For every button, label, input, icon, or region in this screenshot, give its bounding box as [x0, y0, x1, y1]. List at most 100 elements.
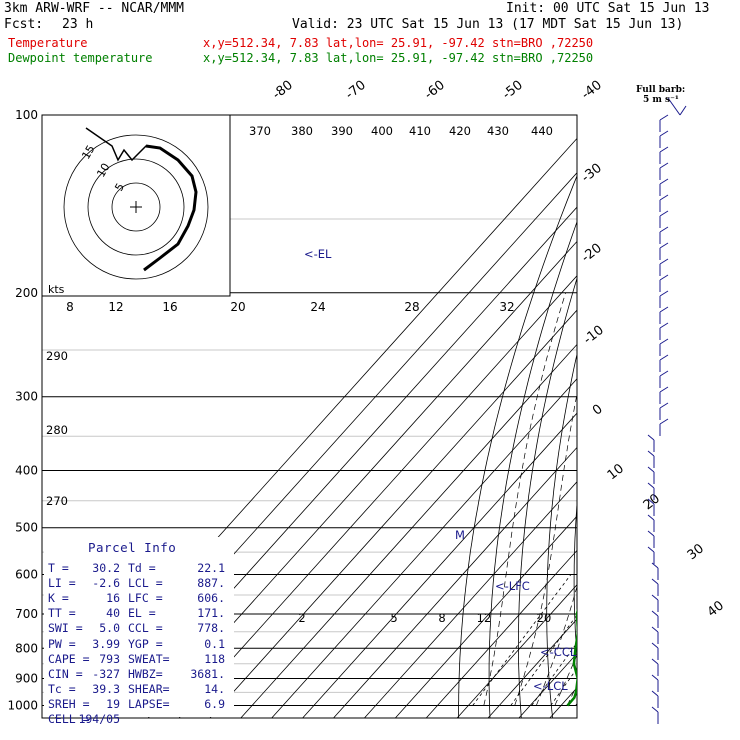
mixing-ratio-label: 12 — [477, 611, 492, 625]
moist-adiabat — [535, 585, 577, 706]
forecast-hour: 23 h — [62, 17, 94, 32]
barb-legend-staff — [667, 97, 681, 116]
parcel-info-cell: 39.3 — [92, 681, 120, 696]
isotherm-label: -60 — [422, 78, 448, 103]
barb-legend-title: Full barb: — [636, 85, 686, 95]
parcel-info-cell: CELL = — [48, 712, 90, 726]
mixing-ratio-line — [575, 702, 577, 706]
wind-barb-feather — [659, 322, 669, 329]
dry-adiabat — [458, 174, 577, 718]
parcel-info-cell: 793 — [99, 651, 120, 666]
pressure-tick-label: 1000 — [7, 698, 38, 712]
isotherm-label: -30 — [579, 161, 605, 186]
parcel-info-cell: 118 — [204, 651, 225, 666]
dewpoint-legend: Dewpoint temperature — [8, 51, 153, 65]
parcel-info-cell: 887. — [197, 576, 225, 591]
isotherm-line — [612, 115, 740, 718]
valid-time: Valid: 23 UTC Sat 15 Jun 13 (17 MDT Sat … — [292, 17, 684, 32]
moist-adiabat — [483, 292, 566, 706]
isotherm-line — [333, 446, 577, 718]
theta-label: 440 — [531, 124, 553, 138]
mixing-ratio-label: 20 — [537, 611, 552, 625]
level-marker-label: M — [455, 528, 465, 542]
isotherm-line — [425, 549, 577, 718]
parcel-info-cell: SWEAT= — [128, 651, 170, 666]
parcel-info-cell: 16 — [106, 591, 120, 606]
isotherm-line — [240, 343, 577, 718]
pressure-tick-label: 600 — [15, 567, 38, 581]
isotherm-line — [456, 584, 577, 718]
wind-barb-feather — [659, 114, 669, 121]
wind-barb-feather — [651, 578, 659, 585]
parcel-info-cell: -327 — [92, 666, 120, 681]
isotherm-label: -20 — [579, 241, 605, 266]
wind-barb-feather — [659, 210, 669, 217]
wind-barb-feather — [659, 130, 669, 137]
theta-label: 290 — [46, 349, 68, 363]
hodograph-speed-label: 28 — [404, 300, 419, 314]
wind-barb-feather — [647, 450, 655, 457]
parcel-info-cell: SREH = — [48, 696, 90, 711]
pressure-tick-label: 100 — [15, 108, 38, 122]
parcel-info-cell: 171. — [197, 606, 225, 621]
parcel-info-cell: K = — [48, 591, 69, 606]
dry-adiabat — [518, 276, 577, 718]
wind-barb-feather — [647, 546, 655, 553]
isotherm-label: -10 — [581, 323, 607, 348]
isotherm-line — [271, 378, 577, 718]
hodograph-speed-label: 24 — [310, 300, 325, 314]
wind-barb-feather — [651, 706, 659, 713]
mixing-ratio-label: 2 — [298, 611, 305, 625]
parcel-info-cell: LFC = — [128, 591, 163, 606]
dewpoint-profile — [566, 608, 577, 707]
wind-barb-feather — [659, 354, 669, 361]
theta-label: 420 — [449, 124, 471, 138]
wind-barb-feather — [651, 642, 659, 649]
level-marker-label: <-LCL — [533, 679, 568, 693]
theta-label: 270 — [46, 494, 68, 508]
parcel-info-cell: 606. — [197, 591, 225, 606]
parcel-info-cell: HWBZ= — [128, 666, 163, 681]
isotherm-line — [147, 240, 577, 718]
wind-barb-feather — [659, 178, 669, 185]
dry-adiabat — [675, 115, 730, 718]
parcel-info-cell: 3681. — [190, 666, 225, 681]
isotherm-line — [178, 275, 577, 718]
wind-barb-feather — [659, 274, 669, 281]
dry-adiabat — [721, 115, 740, 718]
isotherm-line — [518, 652, 577, 718]
parcel-info-cell: 6.9 — [204, 696, 225, 711]
wind-barb-feather — [659, 258, 669, 265]
theta-label: 410 — [409, 124, 431, 138]
wind-barb-feather — [651, 610, 659, 617]
parcel-info-cell: Td = — [128, 561, 156, 575]
isotherm-line — [549, 687, 577, 718]
plot-frame — [41, 114, 578, 719]
wind-barb-feather — [651, 690, 659, 697]
wind-barb-feather — [651, 562, 659, 569]
theta-label: 380 — [291, 124, 313, 138]
wind-barb-feather — [659, 306, 669, 313]
pressure-tick-label: 400 — [15, 464, 38, 478]
parcel-info-cell: SHEAR= — [128, 681, 170, 696]
mixing-ratio-label: 5 — [390, 611, 397, 625]
parcel-info-cell: 194/05 — [78, 712, 120, 726]
wind-barb-feather — [659, 402, 669, 409]
hodograph-ring — [87, 158, 185, 256]
isotherm-line — [302, 412, 577, 718]
temperature-location: x,y=512.34, 7.83 lat,lon= 25.91, -97.42 … — [203, 36, 594, 50]
parcel-info-cell: 30.2 — [92, 561, 120, 575]
theta-label: 390 — [331, 124, 353, 138]
hodograph-speed-label: 32 — [499, 300, 514, 314]
hodograph-ring — [63, 134, 209, 280]
hodograph-speed-label: 20 — [230, 300, 245, 314]
parcel-info-cell: CCL = — [128, 621, 163, 636]
wind-barb-feather — [647, 434, 655, 441]
pressure-tick-label: 700 — [15, 607, 38, 621]
isotherm-line — [395, 515, 577, 718]
wind-barb-feather — [659, 162, 669, 169]
pressure-tick-label: 500 — [15, 521, 38, 535]
moist-adiabat — [592, 293, 740, 706]
parcel-info-cell: Tc = — [48, 681, 76, 696]
